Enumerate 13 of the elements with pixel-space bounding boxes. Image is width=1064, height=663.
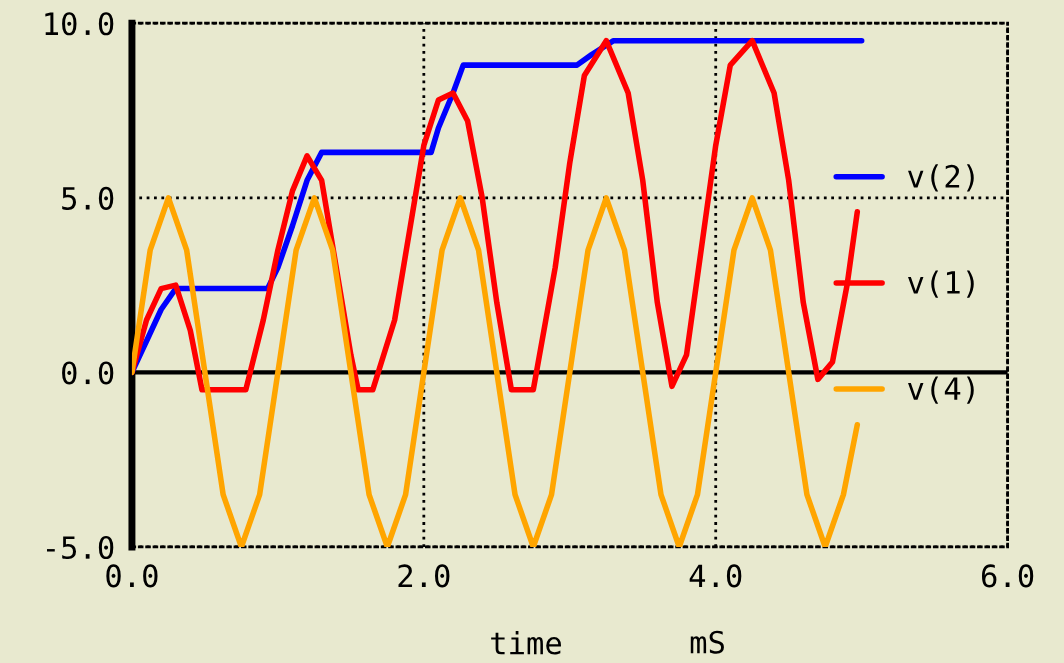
legend-label: v(4) xyxy=(908,376,974,404)
x-tick-label: 0.0 xyxy=(106,564,158,588)
y-tick-label: 0.0 xyxy=(62,361,114,385)
y-tick-label: 10.0 xyxy=(45,12,114,36)
y-tick-label: 5.0 xyxy=(62,186,114,210)
legend-label: v(1) xyxy=(908,270,974,298)
text: mS xyxy=(690,630,724,654)
x-tick-label: 6.0 xyxy=(982,564,1034,588)
legend-label: v(2) xyxy=(908,164,974,192)
x-axis-title: time xyxy=(491,630,561,655)
x-tick-label: 4.0 xyxy=(689,564,742,588)
y-tick-label: -5.0 xyxy=(47,535,114,560)
x-tick-label: 2.0 xyxy=(398,564,450,588)
